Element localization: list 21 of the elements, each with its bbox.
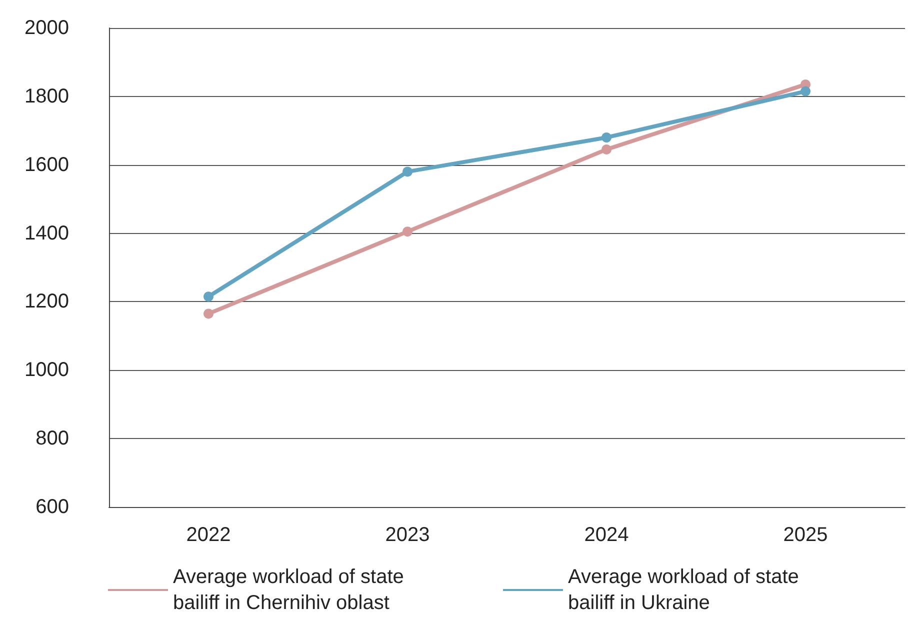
point	[402, 166, 412, 177]
y-tick-label: 600	[36, 496, 69, 518]
y-tick-label: 2000	[24, 17, 69, 39]
point	[204, 308, 214, 319]
legend-label: Average workload of state bailiff in Ukraine	[568, 566, 804, 614]
y-tick-label: 1400	[24, 222, 69, 244]
y-tick-label: 1800	[24, 85, 69, 108]
y-tick-label: 800	[36, 428, 69, 450]
x-tick-label: 2024	[584, 524, 629, 546]
legend-label: Average workload of state bailiff in Chernihiv oblast	[173, 566, 410, 614]
y-tick-label: 1200	[24, 290, 69, 313]
x-tick-label: 2022	[186, 524, 231, 546]
point	[602, 144, 612, 154]
point	[800, 86, 810, 96]
point	[402, 226, 412, 237]
x-tick-label: 2023	[385, 524, 430, 546]
y-tick-label: 1000	[24, 359, 69, 382]
point	[204, 292, 214, 302]
point	[602, 132, 612, 142]
x-tick-label: 2025	[783, 524, 828, 546]
y-tick-label: 1600	[24, 154, 69, 176]
